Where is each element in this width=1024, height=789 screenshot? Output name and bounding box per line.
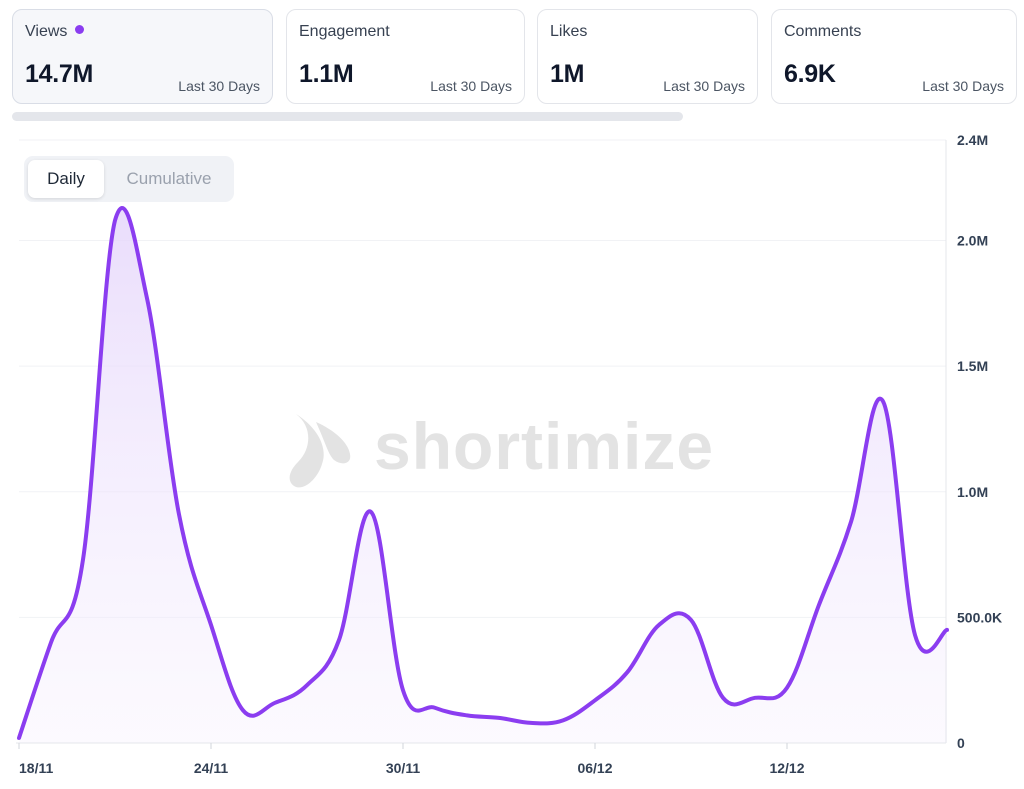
data-point (817, 603, 821, 607)
metric-value: 1.1M (299, 60, 354, 88)
data-point (945, 628, 949, 632)
metric-value: 6.9K (784, 60, 836, 88)
data-point (529, 721, 533, 725)
data-point (785, 686, 789, 690)
data-point (401, 688, 405, 692)
card-label-wrap: Views (25, 23, 85, 41)
y-tick-label: 500.0K (957, 609, 1002, 625)
metric-card-likes[interactable]: Likes 1M Last 30 Days (537, 9, 758, 104)
metric-cards: Views 14.7M Last 30 Days Engagement 1.1M… (12, 9, 1018, 106)
watermark-logo-icon (289, 414, 351, 488)
y-tick-labels: 0 500.0K 1.0M 1.5M 2.0M 2.4M (957, 132, 1002, 751)
x-tick-label: 12/12 (769, 760, 804, 776)
x-tick-label: 24/11 (194, 760, 228, 776)
metric-card-comments[interactable]: Comments 6.9K Last 30 Days (771, 9, 1017, 104)
data-point (433, 706, 437, 710)
metric-card-views[interactable]: Views 14.7M Last 30 Days (12, 9, 273, 104)
cumulative-toggle-button[interactable]: Cumulative (126, 169, 212, 188)
data-point (689, 618, 693, 622)
metric-period: Last 30 Days (430, 78, 512, 94)
data-point (849, 520, 853, 524)
data-point (177, 512, 181, 516)
metric-period: Last 30 Days (922, 78, 1004, 94)
data-point (369, 510, 373, 514)
metric-card-engagement[interactable]: Engagement 1.1M Last 30 Days (286, 9, 525, 104)
x-tick-label: 06/12 (577, 760, 612, 776)
data-point (721, 696, 725, 700)
chart-area-layer (19, 207, 947, 743)
data-point (881, 399, 885, 403)
chart-line-layer (17, 206, 949, 740)
watermark-text: shortimize (374, 409, 715, 483)
chart-axes (16, 140, 947, 749)
view-mode-toggle: Daily Cumulative (24, 156, 234, 202)
views-series-line (17, 206, 949, 740)
metric-value: 14.7M (25, 60, 93, 88)
data-point (657, 623, 661, 627)
data-point (913, 633, 917, 637)
metric-value: 1M (550, 60, 585, 88)
y-tick-label: 0 (957, 735, 965, 751)
data-point (241, 708, 245, 712)
y-tick-label: 2.4M (957, 132, 988, 148)
data-point (465, 713, 469, 717)
y-tick-label: 2.0M (957, 233, 988, 249)
data-point (561, 718, 565, 722)
data-point (145, 296, 149, 300)
data-point (113, 218, 117, 222)
data-point (337, 638, 341, 642)
metric-period: Last 30 Days (178, 78, 260, 94)
daily-toggle-button[interactable]: Daily (28, 160, 104, 198)
data-point (273, 701, 277, 705)
metric-period: Last 30 Days (663, 78, 745, 94)
metric-label: Engagement (299, 23, 390, 40)
y-tick-label: 1.0M (957, 484, 988, 500)
data-point (305, 683, 309, 687)
y-tick-label: 1.5M (957, 358, 988, 374)
metric-label: Views (25, 23, 68, 40)
data-point (753, 696, 757, 700)
data-point (625, 671, 629, 675)
data-point (593, 698, 597, 702)
data-point (49, 641, 53, 645)
active-indicator-dot (75, 25, 85, 34)
data-point (17, 736, 21, 740)
data-point (209, 623, 213, 627)
metric-label: Likes (550, 23, 588, 40)
metric-label: Comments (784, 23, 862, 40)
views-area-fill (19, 207, 947, 743)
data-point (81, 558, 85, 562)
data-point (497, 716, 501, 720)
x-tick-label: 30/11 (386, 760, 420, 776)
cards-scrollbar[interactable] (12, 112, 683, 121)
x-tick-label: 18/11 (19, 760, 53, 776)
x-tick-labels: 18/11 24/11 30/11 06/12 12/12 (19, 760, 805, 776)
